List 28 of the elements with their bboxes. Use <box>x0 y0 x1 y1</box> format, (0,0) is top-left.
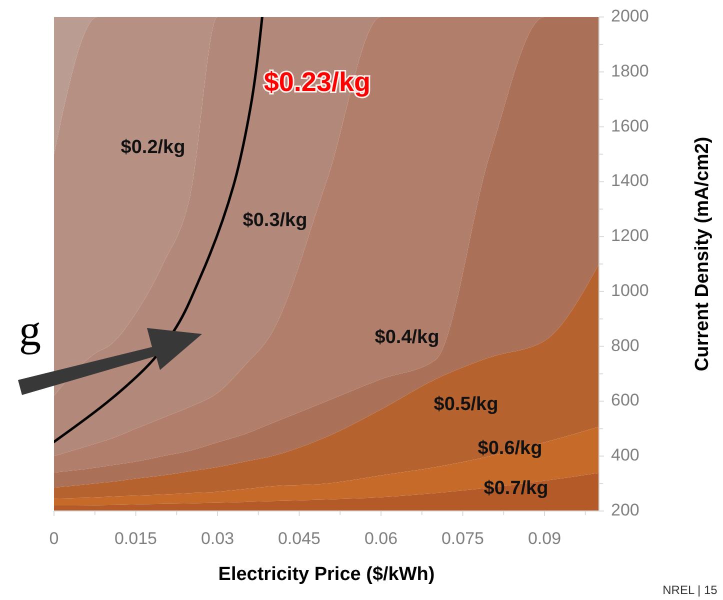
x-tick-label: 0.015 <box>114 529 158 548</box>
x-tick-label: 0.075 <box>441 529 484 548</box>
annotation: $0.2/kg <box>120 137 186 158</box>
text: g <box>19 306 41 355</box>
x-axis-title: Electricity Price ($/kWh) <box>218 564 435 585</box>
annotation: $0.4/kg <box>374 327 440 348</box>
x-tick-label: 0 <box>49 529 59 548</box>
y-axis-title: Current Density (mA/cm2) <box>692 136 713 372</box>
x-tick-label: 0.09 <box>528 529 562 548</box>
annotation: $0.3/kg <box>242 210 308 231</box>
x-tick-label: 0.045 <box>278 529 321 548</box>
y-tick-label: 1600 <box>611 116 649 136</box>
y-tick-label: 1200 <box>611 226 649 246</box>
x-tick-label: 0.03 <box>200 529 234 548</box>
annotation: $0.5/kg <box>434 394 498 415</box>
annotation: $0.7/kg <box>484 478 548 499</box>
y-tick-label: 200 <box>611 500 640 520</box>
y-tick-label: 1800 <box>611 61 649 80</box>
text: NREL | 15 <box>662 583 718 597</box>
y-tick-label: 400 <box>611 446 640 465</box>
x-tick-label: 0.06 <box>364 529 398 548</box>
y-tick-label: 600 <box>611 390 640 410</box>
series-label: $0.23/kg <box>264 67 370 98</box>
y-tick-label: 800 <box>611 336 640 355</box>
annotation: $0.6/kg <box>478 438 542 459</box>
y-tick-label: 2000 <box>611 6 649 26</box>
y-tick-label: 1000 <box>611 280 649 300</box>
y-tick-label: 1400 <box>611 171 649 190</box>
